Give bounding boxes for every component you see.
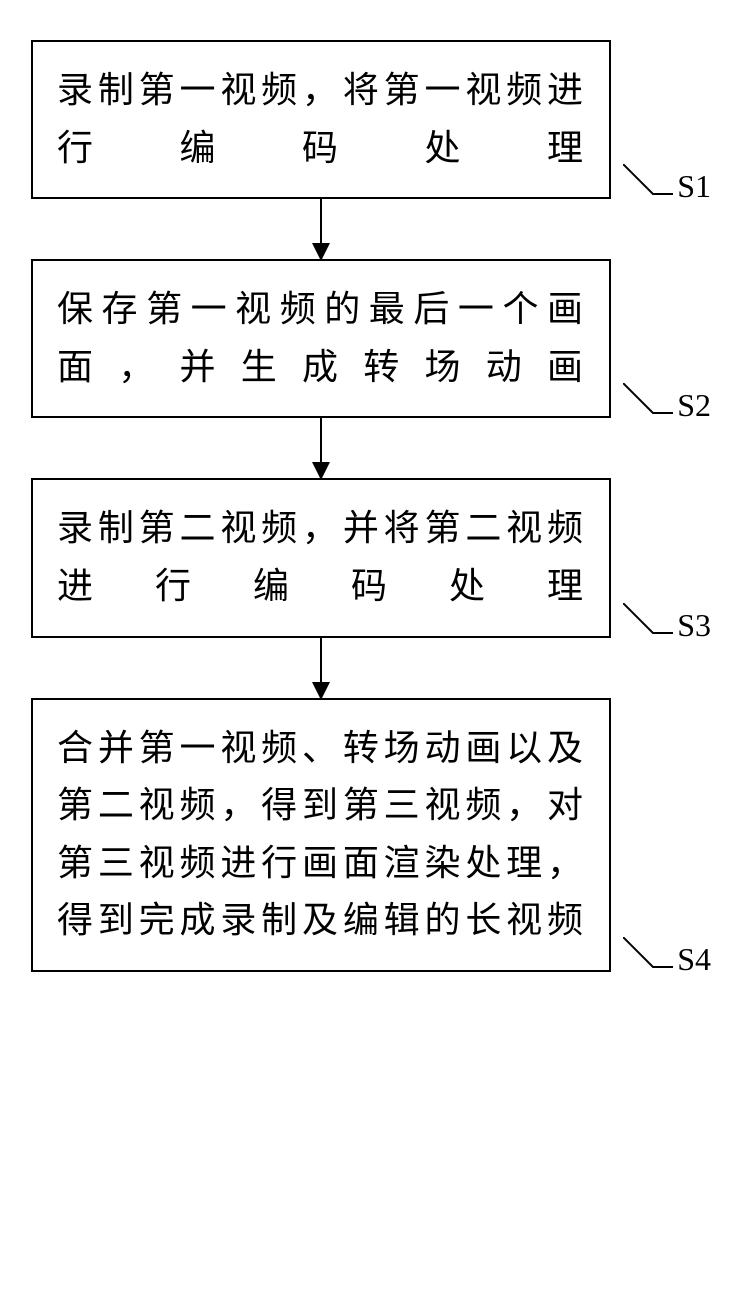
step-label-s1: S1	[677, 168, 711, 205]
step-label-group-s3: S3	[623, 603, 711, 638]
step-label-group-s2: S2	[623, 383, 711, 418]
node-wrapper-s1: 录制第一视频，将第一视频进行编码处理 S1	[31, 40, 711, 199]
node-text-s4: 合并第一视频、转场动画以及第二视频，得到第三视频，对第三视频进行画面渲染处理，得…	[57, 720, 585, 950]
callout-line-icon	[623, 603, 673, 638]
arrow-icon	[320, 418, 322, 478]
callout-line-icon	[623, 164, 673, 199]
step-label-s2: S2	[677, 387, 711, 424]
flowchart-node-s2: 保存第一视频的最后一个画面，并生成转场动画	[31, 259, 611, 418]
flowchart-container: 录制第一视频，将第一视频进行编码处理 S1 保存第一视频的最后一个画面，并生成转…	[31, 40, 711, 972]
node-text-s1: 录制第一视频，将第一视频进行编码处理	[57, 62, 585, 177]
callout-line-icon	[623, 383, 673, 418]
node-text-s2: 保存第一视频的最后一个画面，并生成转场动画	[57, 281, 585, 396]
node-text-s3: 录制第二视频，并将第二视频进行编码处理	[57, 500, 585, 615]
callout-line-icon	[623, 937, 673, 972]
arrow-icon	[320, 199, 322, 259]
step-label-group-s4: S4	[623, 937, 711, 972]
step-label-s3: S3	[677, 607, 711, 644]
node-wrapper-s2: 保存第一视频的最后一个画面，并生成转场动画 S2	[31, 259, 711, 418]
flowchart-node-s1: 录制第一视频，将第一视频进行编码处理	[31, 40, 611, 199]
node-wrapper-s4: 合并第一视频、转场动画以及第二视频，得到第三视频，对第三视频进行画面渲染处理，得…	[31, 698, 711, 972]
node-wrapper-s3: 录制第二视频，并将第二视频进行编码处理 S3	[31, 478, 711, 637]
flowchart-node-s4: 合并第一视频、转场动画以及第二视频，得到第三视频，对第三视频进行画面渲染处理，得…	[31, 698, 611, 972]
arrow-icon	[320, 638, 322, 698]
step-label-s4: S4	[677, 941, 711, 978]
step-label-group-s1: S1	[623, 164, 711, 199]
flowchart-node-s3: 录制第二视频，并将第二视频进行编码处理	[31, 478, 611, 637]
